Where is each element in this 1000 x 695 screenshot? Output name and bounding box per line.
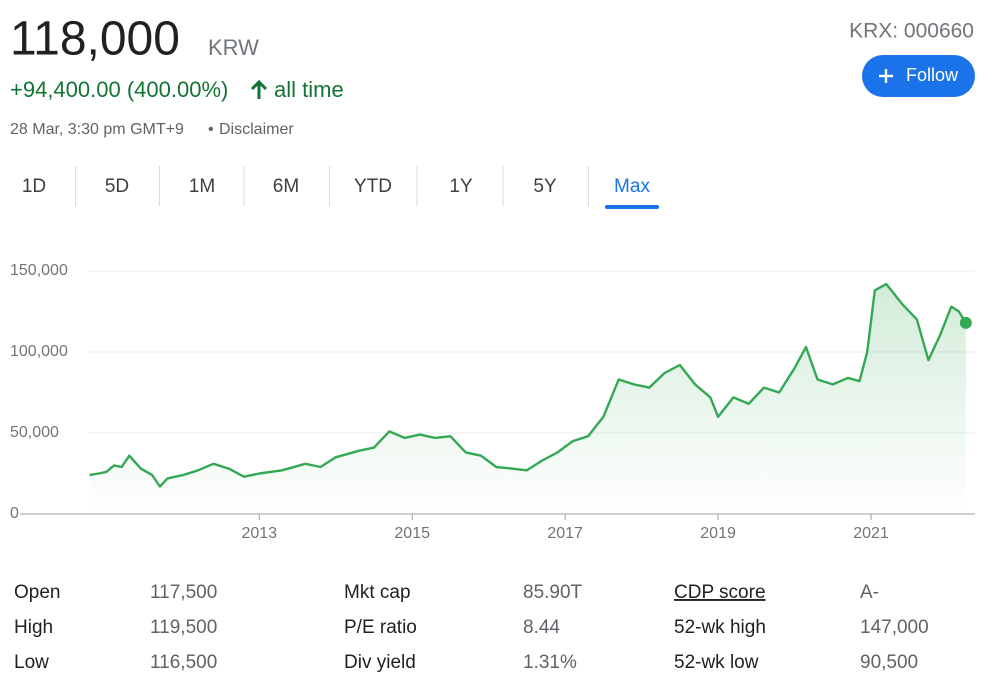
stat-value: 119,500 [150, 617, 217, 638]
stat-value: 8.44 [523, 617, 560, 638]
range-tab[interactable]: 1Y [449, 176, 473, 197]
range-tabs: 1D 5D 1M 6M YTD 1Y 5Y Max [22, 166, 659, 209]
range-tab[interactable]: 1D [22, 176, 46, 197]
y-tick-label: 150,000 [10, 262, 68, 279]
range-tab[interactable]: Max [614, 176, 650, 197]
price-chart: 0 50,000 100,000 150,000 2013 2015 2017 2019 202… [10, 262, 975, 542]
timestamp: 28 Mar, 3:30 pm GMT+9 [10, 121, 184, 138]
stat-value: 90,500 [860, 652, 918, 673]
stat-label[interactable]: CDP score [674, 582, 766, 603]
last-point [959, 316, 972, 329]
x-tick-label: 2015 [394, 525, 430, 542]
range-tab[interactable]: 1M [189, 176, 215, 197]
y-tick-label: 0 [10, 505, 19, 522]
stat-value: 85.90T [523, 582, 583, 603]
stat-label: Mkt cap [344, 582, 411, 603]
area-fill [89, 284, 966, 514]
period: all time [274, 77, 344, 102]
disclaimer-link[interactable]: Disclaimer [219, 121, 294, 138]
stat-label: Low [14, 652, 49, 673]
stat-label: High [14, 617, 53, 638]
range-tab[interactable]: 5Y [533, 176, 557, 197]
stat-value: 117,500 [150, 582, 217, 603]
follow-bg [862, 55, 975, 97]
stat-value: 116,500 [150, 652, 217, 673]
price-line [89, 282, 967, 488]
follow-button[interactable]: Follow [862, 55, 975, 97]
separator: • [208, 121, 214, 138]
up-arrow [250, 79, 268, 99]
stats-table: Open 117,500 Mkt cap 85.90T CDP score A- High 1… [14, 582, 929, 673]
currency: KRW [208, 35, 259, 60]
stat-label: P/E ratio [344, 617, 417, 638]
stat-label: 52-wk low [674, 652, 759, 673]
x-tick-label: 2021 [853, 525, 889, 542]
stat-value: 147,000 [860, 617, 929, 638]
plus-icon [879, 69, 893, 83]
stat-value: A- [860, 582, 879, 603]
price: 118,000 [10, 13, 180, 66]
change: +94,400.00 (400.00%) [10, 77, 228, 102]
stat-label: Div yield [344, 652, 416, 673]
y-tick-label: 50,000 [10, 424, 59, 441]
x-tick-label: 2019 [700, 525, 736, 542]
x-tick-label: 2017 [547, 525, 583, 542]
y-tick-label: 100,000 [10, 343, 68, 360]
follow-label: Follow [906, 65, 959, 85]
range-tab[interactable]: 6M [273, 176, 299, 197]
range-tab[interactable]: YTD [354, 176, 392, 197]
tab-underline [605, 205, 659, 209]
stat-label: Open [14, 582, 60, 603]
stat-value: 1.31% [523, 652, 577, 673]
x-tick-label: 2013 [241, 525, 277, 542]
stat-label: 52-wk high [674, 617, 766, 638]
range-tab[interactable]: 5D [105, 176, 129, 197]
ticker: KRX: 000660 [849, 20, 974, 43]
